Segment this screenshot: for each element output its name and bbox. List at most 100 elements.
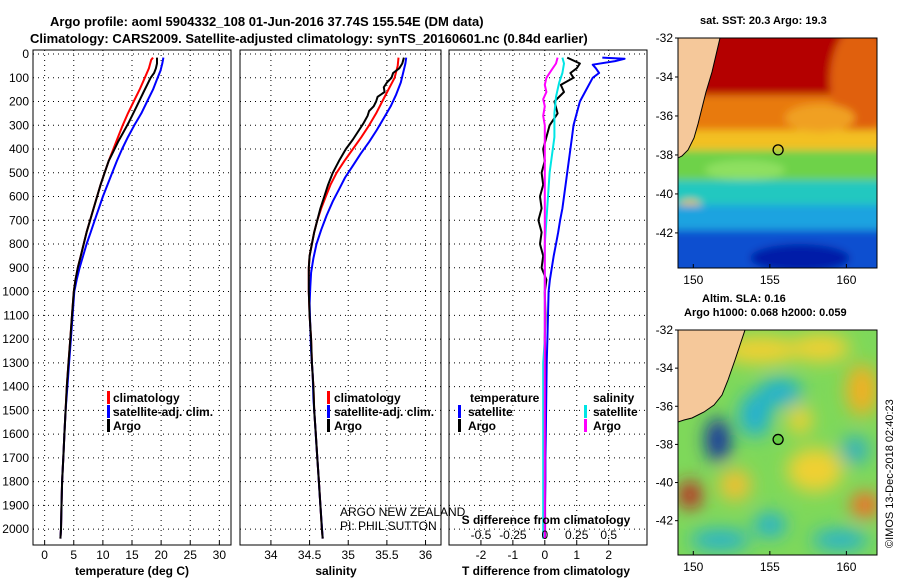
sst-map: sat. SST: 20.3 Argo: 19.3 150 155 160 bbox=[656, 15, 878, 287]
difference-x-ticks: -2 -1 0 1 2 bbox=[476, 541, 612, 562]
depth-tick-label: 1800 bbox=[2, 475, 29, 489]
series-line-satellite-adj-clim bbox=[308, 57, 408, 539]
header-line-2: Climatology: CARS2009. Satellite-adjuste… bbox=[30, 31, 588, 46]
salinity-axes-frame bbox=[239, 49, 442, 546]
depth-tick-label: 1200 bbox=[2, 332, 29, 346]
x-tick-label: 35 bbox=[342, 548, 356, 562]
map-x-tick-label: 155 bbox=[760, 560, 780, 574]
difference-grid bbox=[449, 50, 647, 545]
sst-x-ticks: 150 155 160 bbox=[683, 264, 857, 287]
salinity-panel: 34 34.5 35 35.5 36 salinity climatology sate… bbox=[239, 49, 466, 578]
timestamp: ©IMOS 13-Dec-2018 02:40:23 bbox=[884, 399, 896, 548]
series-line-argo bbox=[59, 57, 158, 539]
difference-axes-frame bbox=[448, 49, 648, 546]
depth-tick-label: 800 bbox=[9, 237, 29, 251]
map-y-tick-label: -38 bbox=[656, 437, 674, 451]
legend-label-argo: Argo bbox=[334, 419, 362, 433]
map-y-tick-label: -40 bbox=[656, 187, 674, 201]
difference-series bbox=[537, 56, 626, 539]
difference-legend: temperature satellite Argo salinity sate… bbox=[458, 391, 638, 433]
s-tick-label: 0.5 bbox=[600, 528, 617, 542]
difference-panel: -2 -1 0 1 2 -0.5 -0.25 0 0.25 0.5 S difference f… bbox=[448, 49, 648, 578]
legend-swatch-satellite bbox=[327, 405, 330, 418]
depth-tick-label: 1600 bbox=[2, 427, 29, 441]
x-tick-label: 34.5 bbox=[298, 548, 322, 562]
legend-label-t-satellite: satellite bbox=[468, 405, 513, 419]
depth-tick-label: 100 bbox=[9, 71, 29, 85]
legend-swatch-climatology bbox=[107, 391, 110, 404]
x-tick-label: 25 bbox=[184, 548, 198, 562]
salinity-grid bbox=[240, 50, 441, 545]
series-line-climatology bbox=[307, 57, 400, 539]
sst-y-ticks: -32 -34 -36 -38 -40 -42 bbox=[656, 31, 678, 240]
series-line-satellite-adj-clim bbox=[59, 57, 165, 539]
map-y-tick-label: -36 bbox=[656, 109, 674, 123]
series-line-satellite bbox=[544, 56, 626, 539]
legend-swatch-argo bbox=[327, 419, 330, 432]
depth-tick-label: 1900 bbox=[2, 498, 29, 512]
depth-ticks: 0 100 200 300 400 500 600 700 800 900 1000 1100 1200… bbox=[2, 47, 29, 536]
legend-swatch-t-argo bbox=[458, 419, 461, 432]
x-tick-label: 20 bbox=[154, 548, 168, 562]
depth-tick-label: 200 bbox=[9, 95, 29, 109]
sla-map-title-1: Altim. SLA: 0.16 bbox=[702, 293, 786, 305]
map-x-tick-label: 155 bbox=[760, 273, 780, 287]
legend-swatch-s-satellite bbox=[584, 405, 587, 418]
depth-tick-label: 1300 bbox=[2, 356, 29, 370]
header-line-1: Argo profile: aoml 5904332_108 01-Jun-20… bbox=[50, 14, 484, 29]
legend-title-temperature: temperature bbox=[470, 391, 540, 405]
x-tick-label: 34 bbox=[264, 548, 278, 562]
map-x-tick-label: 160 bbox=[836, 560, 856, 574]
map-y-tick-label: -32 bbox=[656, 323, 674, 337]
map-y-tick-label: -42 bbox=[656, 226, 674, 240]
temperature-grid bbox=[33, 50, 231, 545]
depth-tick-label: 600 bbox=[9, 190, 29, 204]
legend-label-t-argo: Argo bbox=[468, 419, 496, 433]
sla-map-title-2: Argo h1000: 0.068 h2000: 0.059 bbox=[684, 307, 847, 319]
float-pi-annotation: PI: PHIL SUTTON bbox=[340, 519, 437, 533]
s-tick-label: 0.25 bbox=[565, 528, 589, 542]
sst-map-title: sat. SST: 20.3 Argo: 19.3 bbox=[700, 15, 827, 27]
sla-argo-location-marker bbox=[772, 433, 784, 446]
s-tick-label: -0.5 bbox=[471, 528, 492, 542]
x-tick-label: 36 bbox=[419, 548, 433, 562]
series-line-argo bbox=[307, 57, 405, 539]
sst-map-frame bbox=[677, 37, 878, 269]
map-y-tick-label: -34 bbox=[656, 70, 674, 84]
legend-label-s-satellite: satellite bbox=[593, 405, 638, 419]
map-y-tick-label: -40 bbox=[656, 476, 674, 490]
depth-tick-label: 300 bbox=[9, 118, 29, 132]
sla-x-ticks: 150 155 160 bbox=[683, 551, 857, 574]
salinity-difference-ticks: -0.5 -0.25 0 0.25 0.5 bbox=[471, 528, 618, 542]
temperature-series bbox=[59, 56, 165, 539]
depth-tick-label: 400 bbox=[9, 142, 29, 156]
legend-title-salinity: salinity bbox=[593, 391, 635, 405]
legend-label-s-argo: Argo bbox=[593, 419, 621, 433]
x-tick-label: 30 bbox=[213, 548, 227, 562]
map-y-tick-label: -42 bbox=[656, 514, 674, 528]
temperature-panel: 0 5 10 15 20 25 30 temperature (deg C) climato… bbox=[32, 49, 232, 578]
salinity-x-label: salinity bbox=[315, 564, 357, 578]
series-line-argo bbox=[542, 57, 559, 539]
legend-swatch-t-satellite bbox=[458, 405, 461, 418]
temperature-x-label: temperature (deg C) bbox=[75, 564, 189, 578]
x-tick-label: 15 bbox=[125, 548, 139, 562]
x-tick-label: 0 bbox=[41, 548, 48, 562]
s-tick-label: 0 bbox=[541, 528, 548, 542]
depth-tick-label: 1400 bbox=[2, 380, 29, 394]
float-program-annotation: ARGO NEW ZEALAND bbox=[340, 505, 466, 519]
map-y-tick-label: -32 bbox=[656, 31, 674, 45]
x-tick-label: 5 bbox=[70, 548, 77, 562]
t-difference-label: T difference from climatology bbox=[462, 564, 630, 578]
x-tick-label: 1 bbox=[573, 548, 580, 562]
legend-swatch-s-argo bbox=[584, 419, 587, 432]
map-x-tick-label: 150 bbox=[683, 560, 703, 574]
legend-label-argo: Argo bbox=[113, 419, 141, 433]
x-tick-label: 10 bbox=[96, 548, 110, 562]
sla-map: Altim. SLA: 0.16 Argo h1000: 0.068 h2000… bbox=[656, 293, 878, 574]
sst-coastline bbox=[678, 38, 721, 159]
temperature-x-ticks: 0 5 10 15 20 25 30 bbox=[41, 541, 226, 562]
depth-tick-label: 700 bbox=[9, 213, 29, 227]
sla-y-ticks: -32 -34 -36 -38 -40 -42 bbox=[656, 323, 678, 528]
